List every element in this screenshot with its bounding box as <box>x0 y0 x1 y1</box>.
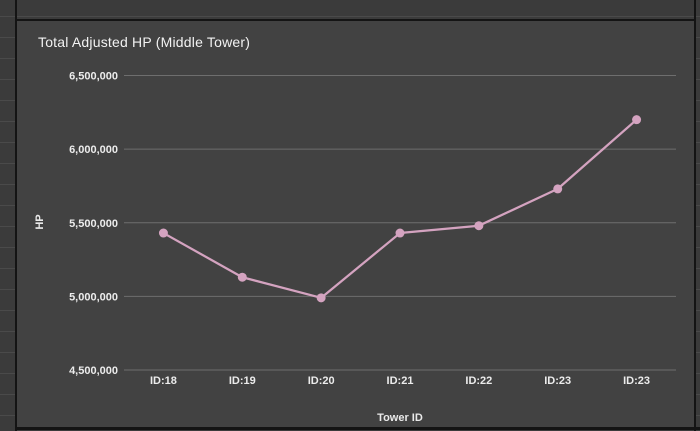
chart-title: Total Adjusted HP (Middle Tower) <box>38 34 251 50</box>
chart-panel[interactable] <box>17 19 694 427</box>
column-border-left <box>15 0 17 431</box>
x-axis-title: Tower ID <box>377 412 423 424</box>
column-border-right <box>694 0 696 431</box>
y-axis-title: HP <box>34 214 46 230</box>
chart-bottom-border <box>15 427 700 430</box>
